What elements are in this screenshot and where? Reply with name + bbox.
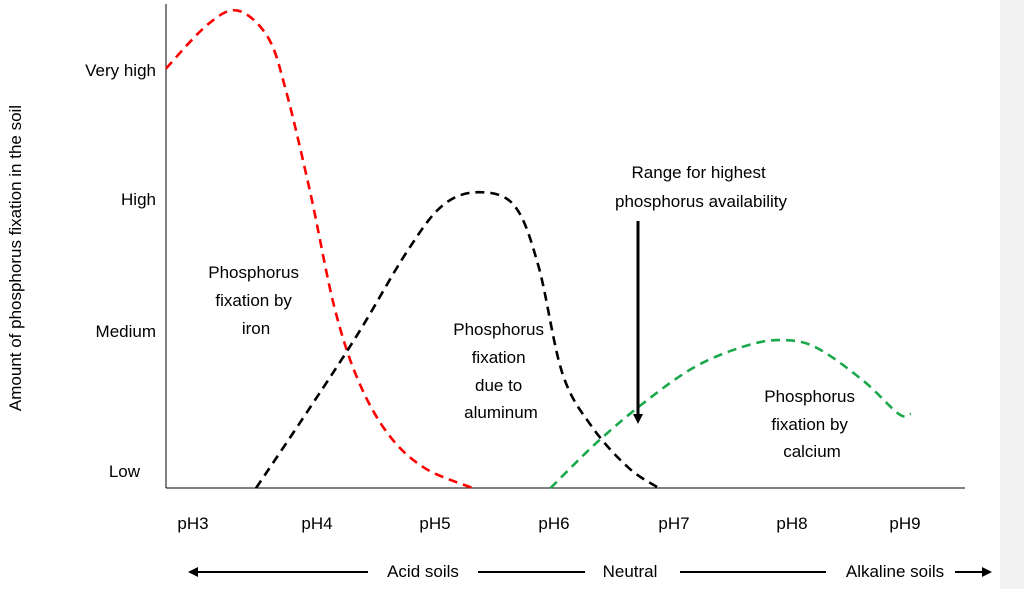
annotation-aluminum-line-3: due to xyxy=(475,376,522,395)
series-line-calcium xyxy=(549,338,912,489)
soil-scale-alkaline-label: Alkaline soils xyxy=(846,562,944,581)
annotation-aluminum-line-4: aluminum xyxy=(464,403,538,422)
x-tick-label-ph5: pH5 xyxy=(419,514,450,533)
annotation-iron: Phosphorus fixation by iron xyxy=(208,263,303,338)
annotation-range-line-2: phosphorus availability xyxy=(615,192,787,211)
annotation-iron-line-2: fixation by xyxy=(215,291,292,310)
soil-scale-neutral-label: Neutral xyxy=(603,562,658,581)
x-tick-label-ph8: pH8 xyxy=(776,514,807,533)
x-tick-label-ph7: pH7 xyxy=(658,514,689,533)
phosphorus-fixation-chart: Amount of phosphorus fixation in the soi… xyxy=(6,4,992,581)
x-tick-label-ph6: pH6 xyxy=(538,514,569,533)
y-tick-label-high: High xyxy=(121,190,156,209)
annotation-range-line-1: Range for highest xyxy=(632,163,766,182)
annotation-aluminum-line-1: Phosphorus xyxy=(453,320,544,339)
annotation-iron-line-3: iron xyxy=(242,319,270,338)
annotation-calcium-line-1: Phosphorus xyxy=(764,387,855,406)
annotation-calcium-line-3: calcium xyxy=(783,442,841,461)
annotation-calcium: Phosphorus fixation by calcium xyxy=(764,387,859,461)
x-tick-label-ph3: pH3 xyxy=(177,514,208,533)
annotation-iron-line-1: Phosphorus xyxy=(208,263,299,282)
right-margin-strip xyxy=(1000,0,1024,589)
y-tick-label-very-high: Very high xyxy=(85,61,156,80)
y-tick-label-medium: Medium xyxy=(96,322,156,341)
soil-scale-acid-label: Acid soils xyxy=(387,562,459,581)
annotation-aluminum: Phosphorus fixation due to aluminum xyxy=(453,320,548,422)
annotation-aluminum-line-2: fixation xyxy=(472,348,526,367)
x-tick-label-ph4: pH4 xyxy=(301,514,332,533)
annotation-calcium-line-2: fixation by xyxy=(771,415,848,434)
x-tick-label-ph9: pH9 xyxy=(889,514,920,533)
y-axis-title: Amount of phosphorus fixation in the soi… xyxy=(6,105,25,411)
series-line-aluminum xyxy=(255,190,660,490)
series-line-iron xyxy=(165,8,473,490)
y-tick-label-low: Low xyxy=(109,462,141,481)
annotation-range: Range for highest phosphorus availabilit… xyxy=(615,163,787,211)
